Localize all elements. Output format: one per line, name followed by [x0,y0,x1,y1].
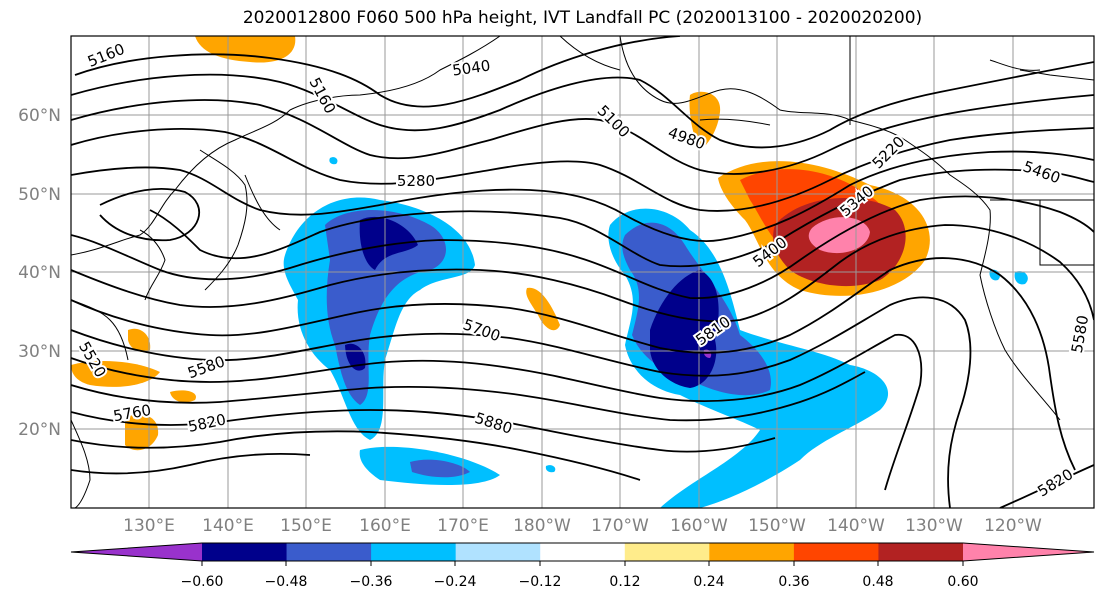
coastlines [71,36,1094,508]
colorbar-tick-label: −0.24 [434,574,477,590]
lon-label: 140°W [827,516,885,536]
lon-label: 170°E [437,516,489,536]
lat-label: 30°N [18,342,61,362]
colorbar-tick-label: 0.12 [609,574,640,590]
colorbar: −0.60 −0.48 −0.36 −0.24 −0.12 0.12 0.24 … [70,542,1095,590]
colorbar-swatch [624,543,710,561]
colorbar-swatch [286,543,372,561]
colorbar-swatch [709,543,795,561]
colorbar-swatches [71,543,1094,561]
colorbar-swatch [371,543,457,561]
lon-label: 130°W [905,516,963,536]
lat-label: 60°N [18,106,61,126]
colorbar-swatch [71,543,202,561]
colorbar-tick-label: 0.60 [947,574,978,590]
lon-label: 130°E [123,516,175,536]
lat-label: 40°N [18,263,61,283]
colorbar-swatch [878,543,964,561]
negative-anomaly-central-navy [650,270,719,388]
colorbar-ticks [201,561,964,566]
lon-label: 160°W [670,516,728,536]
colorbar-tick-label: 0.36 [778,574,809,590]
colorbar-tick-label: −0.48 [265,574,308,590]
colorbar-swatch [202,543,288,561]
lon-label: 150°E [280,516,332,536]
colorbar-tick-label: −0.60 [181,574,224,590]
contour-label: 5280 [397,172,435,190]
colorbar-tick-labels: −0.60 −0.48 −0.36 −0.24 −0.12 0.12 0.24 … [181,574,979,590]
colorbar-swatch [540,543,626,561]
figure-title: 2020012800 F060 500 hPa height, IVT Land… [242,8,923,28]
lon-label: 180°W [513,516,571,536]
colorbar-swatch [793,543,879,561]
lon-label: 160°E [359,516,411,536]
negative-anomaly-west-navy [359,216,418,270]
colorbar-tick-label: 0.48 [862,574,893,590]
lon-label: 140°E [202,516,254,536]
colorbar-swatch [455,543,541,561]
colorbar-tick-label: −0.36 [350,574,393,590]
lon-label: 170°W [591,516,649,536]
graticule [71,36,1094,508]
colorbar-tick-label: −0.12 [519,574,562,590]
longitude-labels: 130°E 140°E 150°E 160°E 170°E 180°W 170°… [123,516,1042,536]
lon-label: 120°W [984,516,1042,536]
height-contours [71,36,1094,508]
ivt-shading [71,36,1028,508]
lat-label: 50°N [18,185,61,205]
latitude-labels: 60°N 50°N 40°N 30°N 20°N [18,106,61,440]
lat-label: 20°N [18,420,61,440]
lon-label: 150°W [748,516,806,536]
colorbar-swatch [963,543,1094,561]
map-frame [70,35,1095,509]
colorbar-tick-label: 0.24 [693,574,724,590]
